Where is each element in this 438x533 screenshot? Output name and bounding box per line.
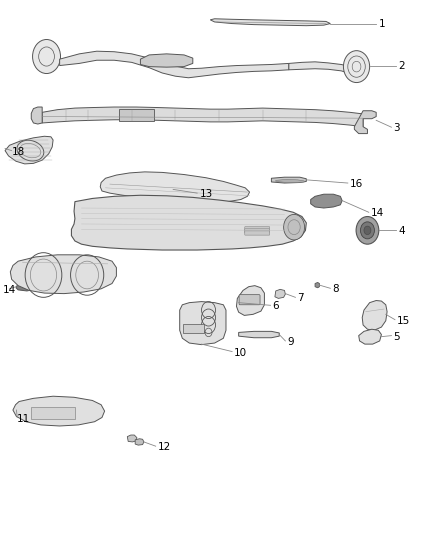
Circle shape [343,51,370,83]
Text: 7: 7 [297,293,304,303]
Polygon shape [71,195,306,250]
Text: 4: 4 [398,227,405,237]
FancyBboxPatch shape [245,227,270,231]
Polygon shape [272,177,306,183]
Polygon shape [11,255,117,294]
Polygon shape [315,282,319,288]
Polygon shape [42,107,363,127]
Text: 18: 18 [12,147,25,157]
Circle shape [32,39,60,74]
Text: 10: 10 [234,348,247,358]
Polygon shape [127,435,137,442]
Polygon shape [275,289,286,298]
Circle shape [284,214,304,240]
Circle shape [360,222,374,239]
Text: 2: 2 [398,61,405,70]
Text: 14: 14 [3,285,16,295]
Polygon shape [289,62,350,74]
Text: 14: 14 [371,208,384,219]
FancyBboxPatch shape [31,407,75,418]
Text: 1: 1 [378,19,385,29]
Polygon shape [13,396,105,426]
Text: 9: 9 [287,337,294,347]
Polygon shape [135,439,144,445]
Polygon shape [239,332,279,338]
Text: 16: 16 [350,179,363,189]
FancyBboxPatch shape [183,324,204,334]
Polygon shape [210,19,330,26]
Polygon shape [31,107,42,124]
Circle shape [364,226,371,235]
Text: 6: 6 [272,301,279,311]
Polygon shape [100,172,250,203]
Polygon shape [237,286,265,316]
Polygon shape [311,194,342,208]
FancyBboxPatch shape [245,231,270,235]
Text: 11: 11 [17,414,31,424]
Text: 5: 5 [394,332,400,342]
Polygon shape [180,302,226,345]
FancyBboxPatch shape [245,229,270,233]
Text: 13: 13 [199,189,212,199]
Circle shape [356,216,379,244]
Text: 3: 3 [394,123,400,133]
Text: 12: 12 [158,442,171,452]
Polygon shape [359,329,381,344]
Polygon shape [5,136,53,164]
Polygon shape [16,282,33,291]
Polygon shape [354,111,376,134]
Polygon shape [362,301,387,330]
FancyBboxPatch shape [239,295,260,305]
Polygon shape [276,179,304,182]
Text: 15: 15 [397,316,410,326]
Polygon shape [141,54,193,67]
Text: 8: 8 [332,285,339,294]
FancyBboxPatch shape [119,109,153,121]
Polygon shape [60,51,289,78]
